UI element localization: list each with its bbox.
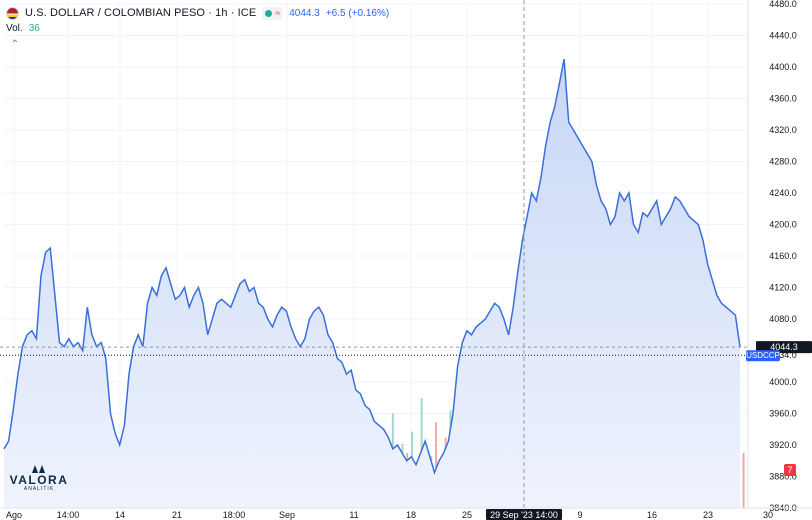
time-tick-label: 14 — [115, 510, 125, 520]
volume-legend: Vol. 36 — [6, 23, 40, 34]
price-tick-label: 4080.0 — [769, 314, 797, 324]
price-tick-label: 4440.0 — [769, 31, 797, 41]
valora-mark-icon — [31, 465, 47, 473]
currency-flag-icon — [6, 6, 19, 20]
volume-bar — [742, 453, 745, 508]
waves-icon: ≈ — [275, 7, 281, 18]
price-tick-label: 3880.0 — [769, 472, 797, 482]
time-tick-label: 11 — [349, 510, 358, 520]
chart-legend-header: U.S. DOLLAR / COLOMBIAN PESO · 1h · ICE … — [6, 6, 389, 20]
price-tick-label: 4280.0 — [769, 157, 797, 167]
crosshair-time-box — [486, 509, 562, 520]
price-tick-label: 4200.0 — [769, 220, 797, 230]
price-tick-label: 4320.0 — [769, 125, 797, 135]
price-tick-label: 4360.0 — [769, 94, 797, 104]
market-open-dot-icon — [265, 9, 273, 17]
volume-value: 36 — [28, 23, 40, 34]
time-tick-label: 23 — [703, 510, 713, 520]
symbol-label[interactable]: USDCCP — [746, 351, 780, 360]
price-tick-label: 4480.0 — [769, 0, 797, 9]
price-change: +6.5 (+0.16%) — [325, 7, 390, 19]
time-tick-label: 25 — [462, 510, 472, 520]
price-tick-label: 3960.0 — [769, 409, 797, 419]
symbol-title[interactable]: U.S. DOLLAR / COLOMBIAN PESO · 1h · ICE — [25, 7, 257, 19]
time-tick-label: 16 — [647, 510, 657, 520]
time-tick-label: Ago — [6, 510, 22, 520]
time-axis[interactable] — [0, 508, 748, 520]
logo-subtext: ANALITIK — [23, 486, 55, 492]
time-tick-label: 30 — [763, 510, 773, 520]
price-tick-label: 4000.0 — [769, 377, 797, 387]
collapse-legend-chevron-icon[interactable]: ⌃ — [10, 39, 20, 50]
crosshair-price-label: 4034.0 — [769, 350, 797, 360]
price-line — [3, 58, 741, 475]
time-tick-label: Sep — [279, 510, 295, 520]
time-tick-label: 21 — [172, 510, 182, 520]
crosshair-time-label: 29 Sep '23 14:00 — [490, 510, 558, 520]
price-tick-label: 4160.0 — [769, 251, 797, 261]
time-tick-label: 14:00 — [57, 510, 80, 520]
price-tick-label: 4240.0 — [769, 188, 797, 198]
symbol-label-box[interactable] — [746, 350, 780, 362]
volume-label[interactable]: Vol. — [6, 23, 23, 34]
price-tick-label: 3920.0 — [769, 440, 797, 450]
price-tick-label: 4400.0 — [769, 62, 797, 72]
price-area — [4, 59, 740, 508]
logo-text: VALORA — [9, 473, 69, 487]
last-price: 4044.3 — [289, 7, 320, 19]
valora-logo: VALORA ANALITIK — [4, 465, 74, 495]
time-tick-label: 18:00 — [223, 510, 246, 520]
price-axis[interactable] — [748, 0, 812, 520]
price-tick-label: 4120.0 — [769, 283, 797, 293]
last-price-box — [756, 341, 812, 354]
last-price-axis-label: 4044.3 — [770, 342, 798, 352]
volume-bar — [435, 422, 438, 508]
market-status-pill[interactable]: ≈ — [262, 6, 284, 20]
time-tick-label: 18 — [406, 510, 416, 520]
tradingview-badge[interactable]: 7 — [784, 464, 796, 476]
time-tick-label: 9 — [577, 510, 582, 520]
